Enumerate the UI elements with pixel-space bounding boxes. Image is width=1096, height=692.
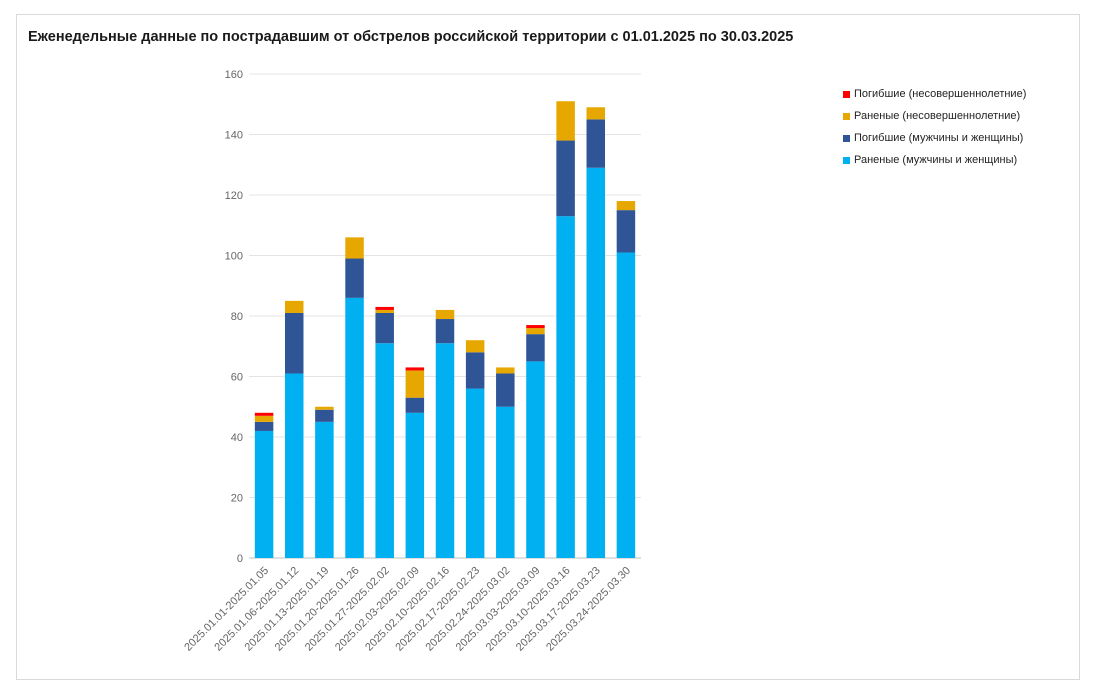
chart-frame: Еженедельные данные по пострадавшим от о… bbox=[16, 14, 1080, 680]
legend-item: Раненые (несовершеннолетние) bbox=[843, 105, 1026, 127]
legend-label: Раненые (несовершеннолетние) bbox=[854, 110, 1021, 122]
y-tick-label: 60 bbox=[231, 372, 243, 384]
bar-segment-0 bbox=[435, 343, 455, 558]
y-tick-label: 80 bbox=[231, 311, 243, 323]
legend-label: Погибшие (несовершеннолетние) bbox=[854, 88, 1027, 100]
legend-swatch bbox=[843, 90, 850, 98]
y-tick-label: 160 bbox=[225, 69, 243, 81]
legend-swatch bbox=[843, 134, 850, 142]
chart-title: Еженедельные данные по пострадавшим от о… bbox=[28, 29, 794, 45]
bar-segment-2 bbox=[405, 370, 425, 398]
bar-segment-0 bbox=[496, 406, 515, 558]
bar-segment-2 bbox=[465, 340, 485, 353]
bar-segment-2 bbox=[616, 201, 636, 211]
bar-segment-0 bbox=[586, 167, 606, 558]
y-tick-label: 20 bbox=[231, 493, 243, 505]
bar-segment-3 bbox=[405, 367, 425, 371]
bar-segment-0 bbox=[405, 412, 425, 558]
bar-segment-2 bbox=[315, 406, 334, 410]
legend-item: Раненые (мужчины и женщины) bbox=[843, 149, 1026, 171]
bar-segment-1 bbox=[586, 119, 606, 168]
legend-label: Погибшие (мужчины и женщины) bbox=[854, 132, 1024, 144]
bar-segment-2 bbox=[556, 101, 575, 141]
bar-segment-3 bbox=[526, 325, 545, 329]
bar-segment-1 bbox=[254, 421, 274, 431]
y-tick-label: 120 bbox=[225, 190, 243, 202]
y-tick-label: 40 bbox=[231, 432, 243, 444]
bar-segment-2 bbox=[345, 237, 364, 259]
bar-segment-0 bbox=[345, 297, 364, 558]
bar-segment-0 bbox=[284, 373, 304, 558]
bar-segment-1 bbox=[435, 319, 455, 344]
bar-segment-0 bbox=[254, 430, 274, 558]
legend-item: Погибшие (несовершеннолетние) bbox=[843, 83, 1026, 105]
y-tick-label: 100 bbox=[225, 251, 243, 263]
bar-segment-0 bbox=[616, 252, 636, 558]
chart-legend: Погибшие (несовершеннолетние) Раненые (не… bbox=[843, 83, 1026, 171]
bar-segment-0 bbox=[375, 343, 394, 558]
y-tick-label: 0 bbox=[237, 553, 243, 565]
bar-segment-1 bbox=[616, 210, 636, 253]
legend-label: Раненые (мужчины и женщины) bbox=[854, 154, 1018, 166]
bar-segment-1 bbox=[375, 312, 394, 344]
bar-segment-1 bbox=[405, 397, 425, 413]
bar-segment-0 bbox=[465, 388, 485, 558]
bar-segment-1 bbox=[315, 409, 334, 422]
bar-segment-2 bbox=[526, 328, 545, 335]
legend-swatch bbox=[843, 112, 850, 120]
bar-segment-2 bbox=[496, 367, 515, 374]
bar-segment-0 bbox=[556, 216, 575, 559]
legend-swatch bbox=[843, 156, 850, 164]
bar-segment-2 bbox=[284, 300, 304, 313]
bar-segment-1 bbox=[345, 258, 364, 298]
bar-segment-2 bbox=[586, 107, 606, 120]
legend-item: Погибшие (мужчины и женщины) bbox=[843, 127, 1026, 149]
bar-segment-3 bbox=[375, 306, 394, 310]
bar-segment-3 bbox=[254, 412, 274, 416]
bar-segment-1 bbox=[496, 373, 515, 407]
bar-segment-1 bbox=[284, 312, 304, 374]
bar-segment-2 bbox=[254, 415, 274, 422]
bar-segment-1 bbox=[526, 334, 545, 362]
bar-segment-2 bbox=[435, 309, 455, 320]
bar-segment-1 bbox=[465, 352, 485, 389]
bar-segment-2 bbox=[375, 309, 394, 313]
y-tick-label: 140 bbox=[225, 130, 243, 142]
bar-segment-1 bbox=[556, 140, 575, 217]
bar-segment-0 bbox=[526, 361, 545, 558]
chart-plot: 0204060801001201401602025.01.01-2025.01.… bbox=[182, 69, 641, 654]
bar-segment-0 bbox=[315, 421, 334, 558]
